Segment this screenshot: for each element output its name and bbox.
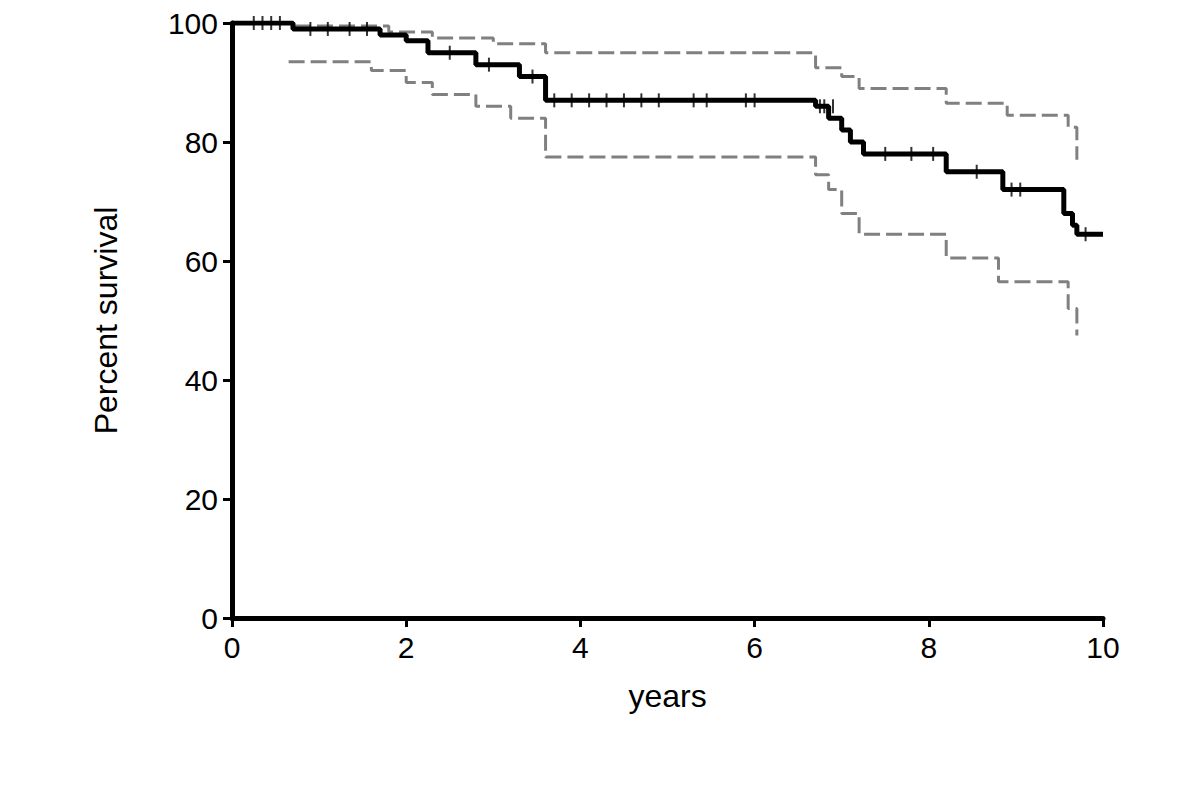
svg-text:60: 60 bbox=[185, 245, 218, 278]
svg-text:80: 80 bbox=[185, 126, 218, 159]
svg-text:8: 8 bbox=[920, 631, 937, 664]
svg-text:4: 4 bbox=[572, 631, 589, 664]
svg-text:years: years bbox=[628, 678, 706, 714]
svg-text:10: 10 bbox=[1086, 631, 1119, 664]
svg-text:0: 0 bbox=[224, 631, 241, 664]
svg-text:100: 100 bbox=[168, 7, 218, 40]
svg-text:2: 2 bbox=[398, 631, 415, 664]
svg-text:0: 0 bbox=[201, 602, 218, 635]
svg-text:40: 40 bbox=[185, 364, 218, 397]
svg-text:Percent survival: Percent survival bbox=[88, 207, 124, 435]
svg-text:20: 20 bbox=[185, 483, 218, 516]
svg-text:6: 6 bbox=[746, 631, 763, 664]
